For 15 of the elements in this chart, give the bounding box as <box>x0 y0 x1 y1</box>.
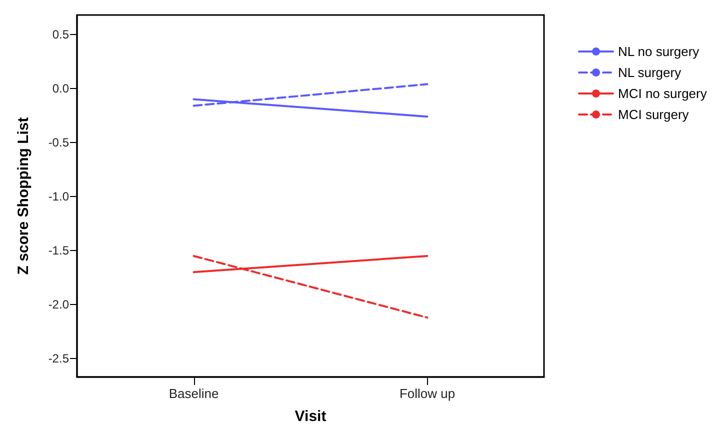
legend-label: NL surgery <box>618 65 682 80</box>
y-tick-label: -2.5 <box>48 352 70 366</box>
legend-label: MCI surgery <box>618 107 690 122</box>
x-tick-label: Baseline <box>168 386 219 401</box>
y-tick-label: 0.5 <box>52 27 70 42</box>
y-axis-title: Z score Shopping List <box>15 117 32 275</box>
x-tick-label: Follow up <box>399 386 456 401</box>
y-tick-label: 0.0 <box>52 81 70 96</box>
y-tick-label: -1.5 <box>48 244 70 258</box>
y-tick-label: -2.0 <box>48 298 70 312</box>
legend-label: MCI no surgery <box>618 86 708 101</box>
y-tick-label: -0.5 <box>48 136 70 150</box>
x-axis-title: Visit <box>294 408 326 425</box>
y-tick-label: -1.0 <box>48 190 70 204</box>
legend-label: NL no surgery <box>618 44 700 59</box>
